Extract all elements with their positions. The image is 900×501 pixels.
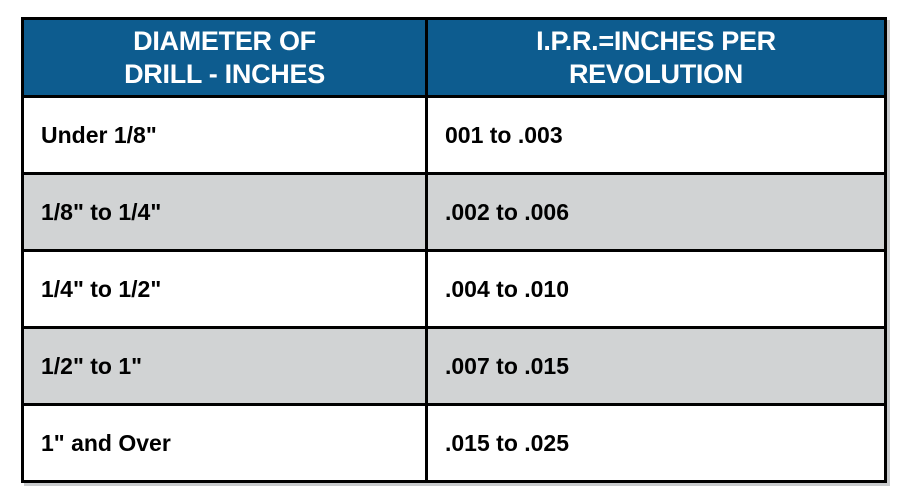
drill-feed-rate-table: DIAMETER OF DRILL - INCHES I.P.R.=INCHES…	[21, 17, 887, 483]
table-row: 1/2" to 1" .007 to .015	[21, 326, 887, 406]
table-row: 1/4" to 1/2" .004 to .010	[21, 249, 887, 329]
table-header: DIAMETER OF DRILL - INCHES I.P.R.=INCHES…	[21, 17, 887, 98]
header-diameter-line1: DIAMETER OF	[133, 25, 316, 56]
cell-ipr: .007 to .015	[425, 326, 887, 406]
cell-diameter: 1/2" to 1"	[21, 326, 428, 406]
cell-ipr: .002 to .006	[425, 172, 887, 252]
cell-ipr: 001 to .003	[425, 95, 887, 175]
cell-ipr: .015 to .025	[425, 403, 887, 483]
header-ipr-line2: REVOLUTION	[568, 58, 743, 89]
header-ipr-line1: I.P.R.=INCHES PER	[536, 25, 776, 56]
cell-diameter: 1" and Over	[21, 403, 428, 483]
cell-ipr: .004 to .010	[425, 249, 887, 329]
table-row: Under 1/8" 001 to .003	[21, 95, 887, 175]
table-body: Under 1/8" 001 to .003 1/8" to 1/4" .002…	[21, 95, 887, 483]
cell-diameter: 1/8" to 1/4"	[21, 172, 428, 252]
table-row: 1" and Over .015 to .025	[21, 403, 887, 483]
header-row: DIAMETER OF DRILL - INCHES I.P.R.=INCHES…	[21, 17, 887, 98]
table-row: 1/8" to 1/4" .002 to .006	[21, 172, 887, 252]
cell-diameter: 1/4" to 1/2"	[21, 249, 428, 329]
header-diameter-line2: DRILL - INCHES	[124, 58, 325, 89]
header-ipr: I.P.R.=INCHES PER REVOLUTION	[425, 17, 887, 98]
header-diameter-of-drill: DIAMETER OF DRILL - INCHES	[21, 17, 428, 98]
cell-diameter: Under 1/8"	[21, 95, 428, 175]
